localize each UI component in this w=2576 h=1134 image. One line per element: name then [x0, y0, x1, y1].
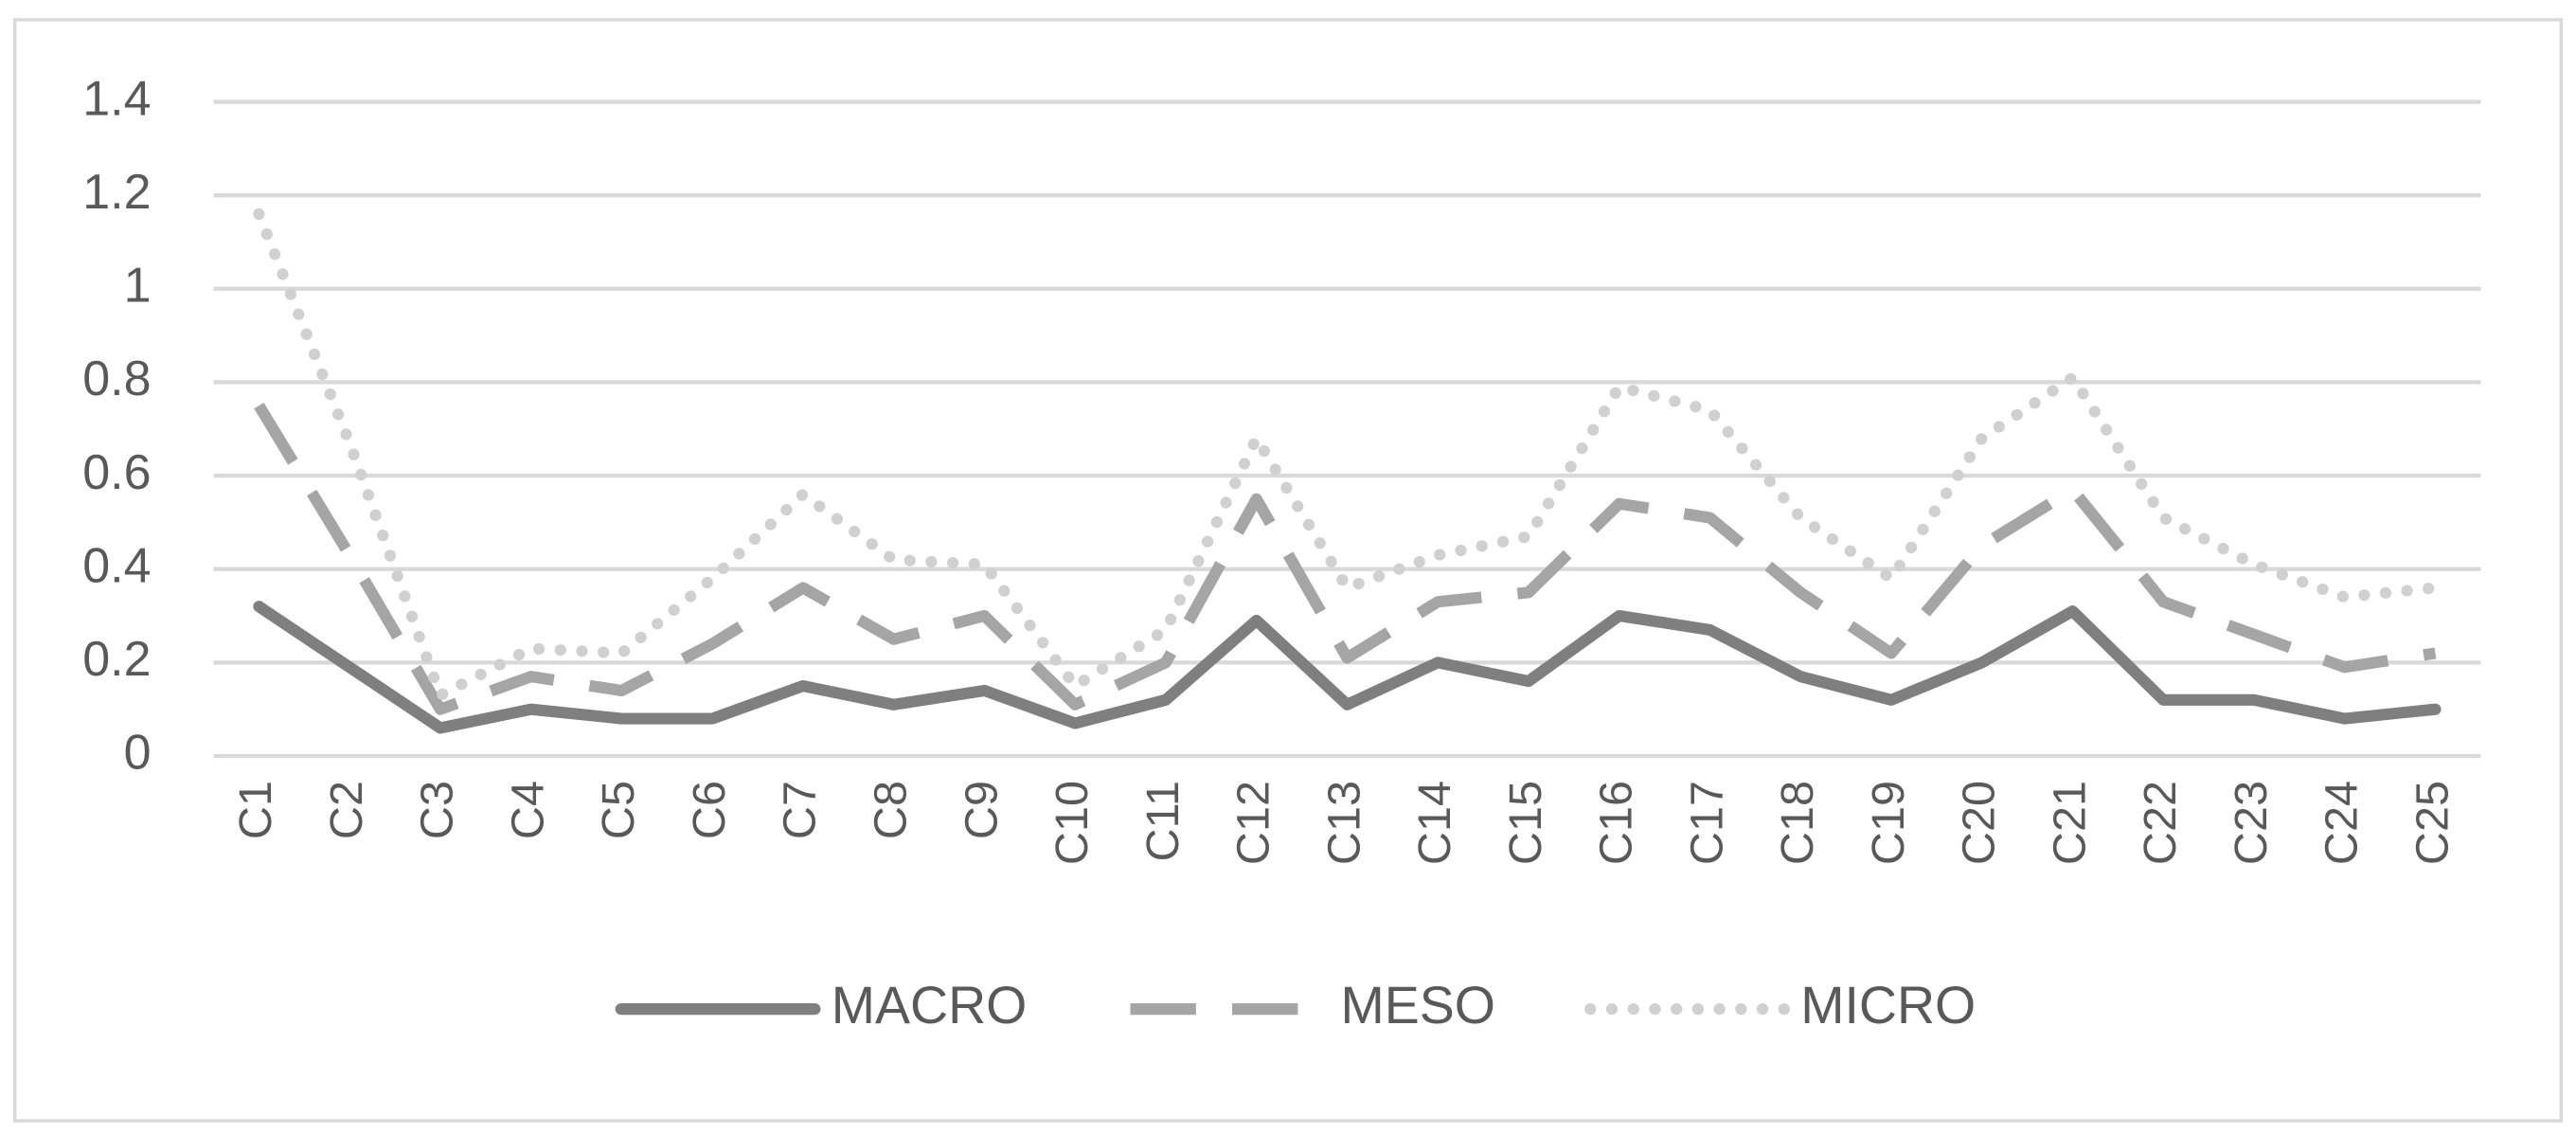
x-tick-label: C25: [2406, 781, 2458, 865]
x-tick-label: C10: [1046, 781, 1098, 865]
y-tick-label: 0.6: [82, 445, 151, 500]
y-tick-label: 1.2: [82, 165, 151, 220]
x-tick-label: C20: [1954, 781, 2005, 865]
y-tick-label: 1: [124, 259, 152, 314]
y-tick-label: 0.8: [82, 351, 151, 406]
legend-label: MACRO: [832, 976, 1028, 1035]
x-tick-label: C17: [1681, 781, 1732, 865]
x-tick-label: C12: [1228, 781, 1279, 865]
x-tick-label: C21: [2044, 781, 2095, 865]
y-tick-label: 0.2: [82, 632, 151, 687]
x-tick-label: C14: [1409, 781, 1460, 865]
x-tick-label: C13: [1318, 781, 1369, 865]
x-tick-label: C5: [593, 781, 644, 839]
x-tick-label: C16: [1591, 781, 1642, 865]
series-line: [253, 601, 2442, 734]
y-tick-label: 0: [124, 726, 152, 781]
y-tick-label: 0.4: [82, 538, 151, 593]
x-tick-label: C15: [1500, 781, 1551, 865]
x-tick-label: C24: [2317, 781, 2368, 865]
x-tick-label: C9: [956, 781, 1007, 839]
x-tick-label: C1: [230, 781, 281, 839]
series-line: [253, 207, 2442, 701]
x-tick-label: C8: [866, 781, 917, 839]
x-tick-label: C7: [775, 781, 826, 839]
x-tick-label: C18: [1772, 781, 1823, 865]
y-tick-label: 1.4: [82, 71, 151, 126]
x-tick-label: C23: [2226, 781, 2277, 865]
x-tick-label: C3: [412, 781, 463, 839]
legend-label: MICRO: [1800, 976, 1976, 1035]
series-line: [254, 402, 2437, 715]
x-tick-label: C19: [1863, 781, 1914, 865]
x-tick-label: C11: [1137, 781, 1189, 861]
x-tick-label: C2: [321, 781, 372, 839]
legend-label: MESO: [1341, 976, 1495, 1035]
x-tick-label: C22: [2135, 781, 2186, 865]
x-tick-label: C6: [684, 781, 735, 839]
x-tick-label: C4: [502, 781, 553, 839]
